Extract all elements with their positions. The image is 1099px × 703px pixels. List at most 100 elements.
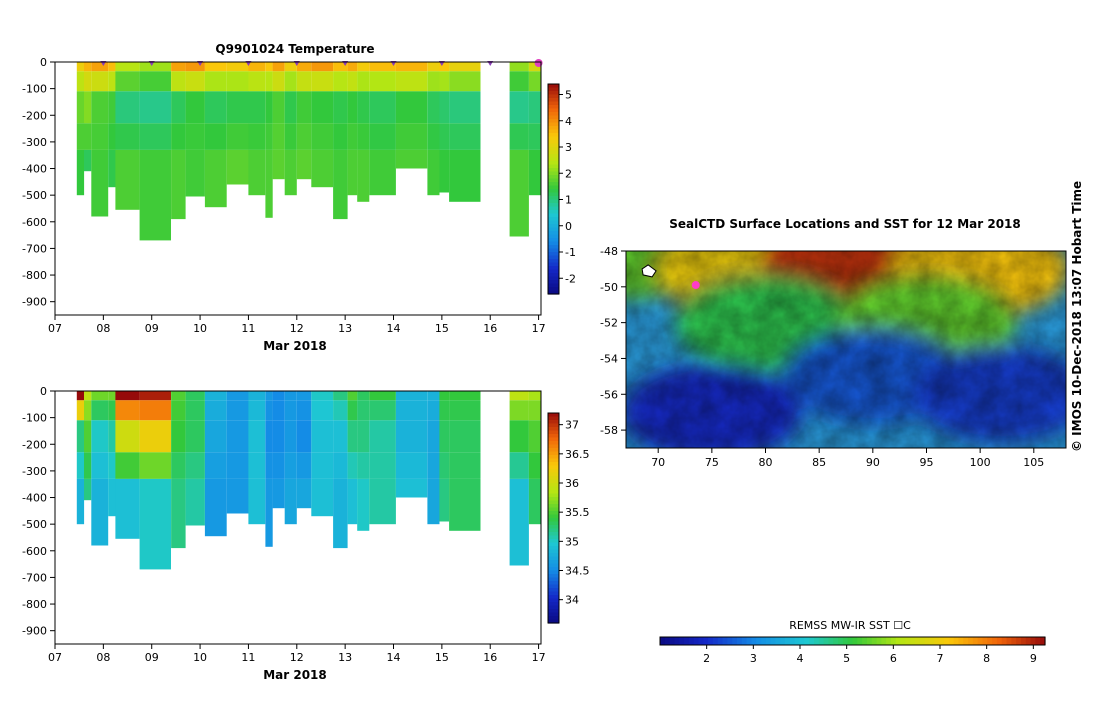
colorbar-tick-label: -2 xyxy=(565,272,576,285)
y-tick-label: -600 xyxy=(22,545,47,558)
section-cell xyxy=(204,420,227,453)
section-cell xyxy=(185,123,205,150)
map-y-tick-label: -58 xyxy=(600,424,618,437)
x-tick-label: 13 xyxy=(338,322,352,335)
colorbar-swatch xyxy=(548,185,559,190)
section-cell xyxy=(449,91,481,124)
section-cell xyxy=(427,123,440,150)
colorbar-swatch xyxy=(548,224,559,229)
colorbar-swatch xyxy=(548,280,559,285)
sst-colorbar-tick-label: 7 xyxy=(937,652,944,665)
section-cell xyxy=(272,62,285,72)
sst-colorbar-swatch xyxy=(722,637,728,645)
y-tick-label: -100 xyxy=(22,412,47,425)
colorbar-swatch xyxy=(548,507,559,512)
sst-colorbar-swatch xyxy=(756,637,762,645)
x-tick-label: 17 xyxy=(532,322,546,335)
colorbar-swatch xyxy=(548,483,559,488)
colorbar-swatch xyxy=(548,598,559,603)
colorbar-swatch xyxy=(548,591,559,596)
colorbar-swatch xyxy=(548,514,559,519)
colorbar-swatch xyxy=(548,532,559,537)
section-cell xyxy=(204,391,227,401)
sst-colorbar-swatch xyxy=(905,637,911,645)
colorbar-swatch xyxy=(548,549,559,554)
section-cell xyxy=(311,62,334,72)
colorbar-swatch xyxy=(548,504,559,509)
x-tick-label: 13 xyxy=(338,651,352,664)
section-cell xyxy=(509,391,529,401)
section-cell xyxy=(449,123,481,150)
y-tick-label: -900 xyxy=(22,625,47,638)
sst-colorbar-swatch xyxy=(857,637,863,645)
colorbar-swatch xyxy=(548,133,559,138)
colorbar-swatch xyxy=(548,94,559,99)
sst-colorbar-swatch xyxy=(847,637,854,645)
salinity-xlabel: Mar 2018 xyxy=(263,668,327,682)
section-cell xyxy=(284,420,297,453)
colorbar-swatch xyxy=(548,539,559,544)
section-cell xyxy=(357,71,370,92)
colorbar-swatch xyxy=(548,434,559,439)
section-cell xyxy=(395,123,428,150)
section-cell xyxy=(439,62,450,72)
y-tick-label: -400 xyxy=(22,492,47,505)
colorbar-tick-label: 0 xyxy=(565,220,572,233)
section-cell xyxy=(139,391,171,401)
y-tick-label: -700 xyxy=(22,242,47,255)
section-cell xyxy=(369,391,396,401)
section-cell xyxy=(395,400,428,421)
section-cell xyxy=(395,71,428,92)
section-cell xyxy=(115,478,140,539)
section-cell xyxy=(427,62,440,72)
section-cell xyxy=(226,420,249,453)
section-cell xyxy=(248,149,266,196)
sst-colorbar-swatch xyxy=(929,637,935,645)
sst-colorbar-swatch xyxy=(895,637,902,645)
section-cell xyxy=(347,71,358,92)
section-cell xyxy=(108,420,116,453)
map-x-tick-label: 85 xyxy=(812,456,826,469)
colorbar-swatch xyxy=(548,577,559,582)
colorbar-swatch xyxy=(548,581,559,586)
section-cell xyxy=(91,71,109,92)
sst-colorbar-swatch xyxy=(746,637,753,645)
section-cell xyxy=(311,400,334,421)
sst-colorbar-swatch xyxy=(669,637,676,645)
section-cell xyxy=(528,400,541,421)
sst-colorbar-swatch xyxy=(737,637,743,645)
sst-colorbar-tick-label: 5 xyxy=(843,652,850,665)
section-cell xyxy=(226,149,249,185)
x-tick-label: 07 xyxy=(48,322,62,335)
map-y-tick-label: -56 xyxy=(600,388,618,401)
map-x-tick-label: 90 xyxy=(866,456,880,469)
section-cell xyxy=(248,123,266,150)
colorbar-swatch xyxy=(548,437,559,442)
section-cell xyxy=(528,91,541,124)
section-cell xyxy=(204,478,227,537)
section-cell xyxy=(185,149,205,197)
colorbar-swatch xyxy=(548,157,559,162)
sst-colorbar-swatch xyxy=(717,637,724,645)
x-tick-label: 11 xyxy=(241,322,255,335)
sst-colorbar-swatch xyxy=(741,637,748,645)
section-cell xyxy=(311,391,334,401)
colorbar-tick-label: 36 xyxy=(565,477,579,490)
colorbar-swatch xyxy=(548,210,559,215)
sst-colorbar-tick-label: 6 xyxy=(890,652,897,665)
colorbar-swatch xyxy=(548,238,559,243)
sst-colorbar-swatch xyxy=(809,637,815,645)
section-cell xyxy=(115,391,140,401)
section-cell xyxy=(369,400,396,421)
colorbar-swatch xyxy=(548,570,559,575)
section-cell xyxy=(204,71,227,92)
section-cell xyxy=(91,149,109,217)
section-cell xyxy=(369,71,396,92)
sst-texture xyxy=(626,251,1066,448)
section-cell xyxy=(333,71,348,92)
section-cell xyxy=(369,123,396,150)
section-cell xyxy=(226,91,249,124)
colorbar-swatch xyxy=(548,451,559,456)
section-cell xyxy=(248,91,266,124)
section-cell xyxy=(185,400,205,421)
